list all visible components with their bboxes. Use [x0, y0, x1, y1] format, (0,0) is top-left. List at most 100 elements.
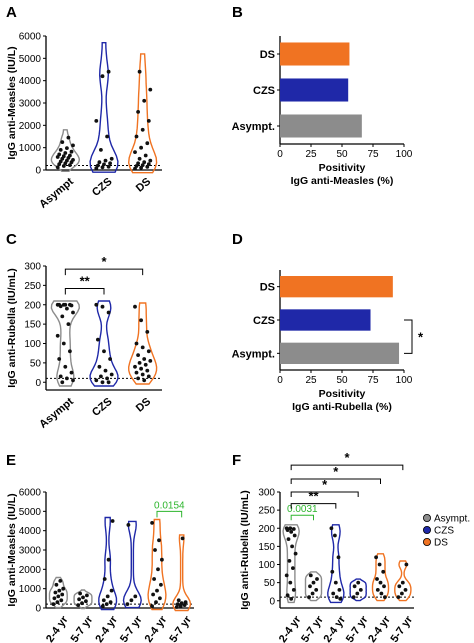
significance-bracket — [64, 268, 144, 276]
data-point — [134, 341, 139, 346]
x-axis-title-line1: Positivity — [319, 388, 366, 400]
data-point — [94, 119, 99, 123]
y-tick-label: 1000 — [19, 584, 42, 595]
data-point — [109, 588, 114, 593]
data-point — [136, 110, 141, 114]
data-point — [175, 602, 180, 606]
data-point — [55, 600, 60, 605]
y-axis-title: IgG anti-Rubella (IU/mL) — [6, 268, 18, 388]
data-point — [60, 592, 65, 597]
data-point — [400, 591, 404, 596]
y-tick-label: 4000 — [19, 76, 42, 87]
y-tick-label: 0 — [35, 378, 41, 389]
data-point — [289, 597, 294, 601]
data-point — [136, 353, 141, 357]
data-point — [134, 370, 139, 375]
data-point — [284, 573, 289, 578]
data-point — [133, 304, 137, 309]
data-point — [140, 163, 145, 168]
x-category-label: 5-7 yr — [389, 613, 416, 643]
data-point — [137, 156, 142, 161]
y-tick-label: 3000 — [19, 99, 42, 110]
y-tick-label: 250 — [258, 506, 275, 517]
y-tick-label: 1000 — [19, 143, 42, 154]
data-point — [329, 526, 334, 531]
bar-category-label: DS — [260, 282, 275, 294]
data-point — [55, 333, 60, 338]
data-point — [142, 98, 147, 103]
y-tick-label: 200 — [24, 300, 41, 311]
data-point — [151, 592, 156, 597]
data-point — [146, 162, 151, 167]
legend-marker — [422, 526, 431, 535]
data-point — [156, 567, 160, 572]
data-point — [139, 366, 144, 371]
data-point — [404, 562, 409, 567]
data-point — [174, 605, 179, 609]
data-point — [126, 523, 131, 527]
y-tick-label: 0 — [269, 596, 275, 607]
violin-shape — [394, 560, 412, 602]
data-point — [307, 595, 311, 599]
significance-bracket — [290, 514, 314, 521]
data-point — [381, 569, 386, 574]
panel-label-b: B — [232, 4, 243, 21]
data-point — [180, 536, 185, 541]
x-tick-label: 50 — [336, 149, 348, 160]
data-point — [148, 359, 153, 363]
x-tick-label: 50 — [336, 375, 348, 386]
chart-root: 0 1000 2000 3000 4000 50 0 0 6000 IgG anti-Measle… — [6, 32, 470, 643]
significance-bracket — [290, 464, 404, 471]
x-category-label: 5-7 yr — [69, 613, 96, 643]
bar — [280, 276, 393, 298]
data-point — [400, 580, 405, 585]
data-point — [100, 380, 105, 385]
data-point — [377, 562, 382, 567]
data-point — [159, 582, 163, 587]
significance-label: * — [344, 450, 350, 465]
violin-shape — [50, 129, 81, 172]
data-point — [136, 161, 141, 166]
data-point — [142, 378, 147, 383]
data-point — [63, 151, 68, 155]
data-point — [109, 156, 114, 161]
x-axis-title-line2: IgG anti-Rubella (%) — [292, 401, 392, 413]
x-tick-label: 75 — [367, 149, 379, 160]
data-point — [314, 588, 319, 592]
data-point — [139, 145, 144, 150]
data-point — [60, 314, 65, 319]
y-axis-title: IgG anti-Measles (IU/L) — [6, 493, 18, 606]
data-point — [65, 306, 69, 311]
data-point — [102, 349, 106, 354]
data-point — [337, 588, 342, 592]
data-point — [106, 69, 111, 74]
x-axis-title-line2: IgG anti-Measles (%) — [291, 175, 394, 187]
data-point — [108, 357, 112, 361]
significance-label: * — [101, 254, 107, 269]
data-point — [105, 134, 109, 139]
significance-label: * — [333, 464, 339, 479]
x-tick-label: 100 — [396, 149, 413, 160]
legend-marker — [422, 538, 431, 547]
data-point — [66, 322, 71, 326]
data-point — [358, 588, 363, 592]
data-point — [61, 586, 66, 591]
x-category-label: Asympt — [37, 395, 76, 430]
data-point — [150, 604, 155, 608]
x-tick-label: 0 — [277, 375, 283, 386]
y-tick-label: 2000 — [19, 565, 42, 576]
data-point — [58, 304, 63, 309]
bar — [280, 114, 362, 138]
data-point — [143, 362, 148, 367]
data-point — [65, 146, 69, 151]
x-tick-label: 100 — [396, 375, 413, 386]
data-point — [139, 318, 144, 323]
panel-label-f: F — [232, 452, 241, 469]
y-tick-label: 2000 — [19, 121, 42, 132]
y-tick-label: 6000 — [19, 32, 42, 43]
data-point — [157, 538, 161, 543]
data-point — [68, 153, 72, 158]
data-point — [137, 69, 142, 74]
data-point — [336, 555, 341, 560]
data-point — [154, 600, 158, 605]
